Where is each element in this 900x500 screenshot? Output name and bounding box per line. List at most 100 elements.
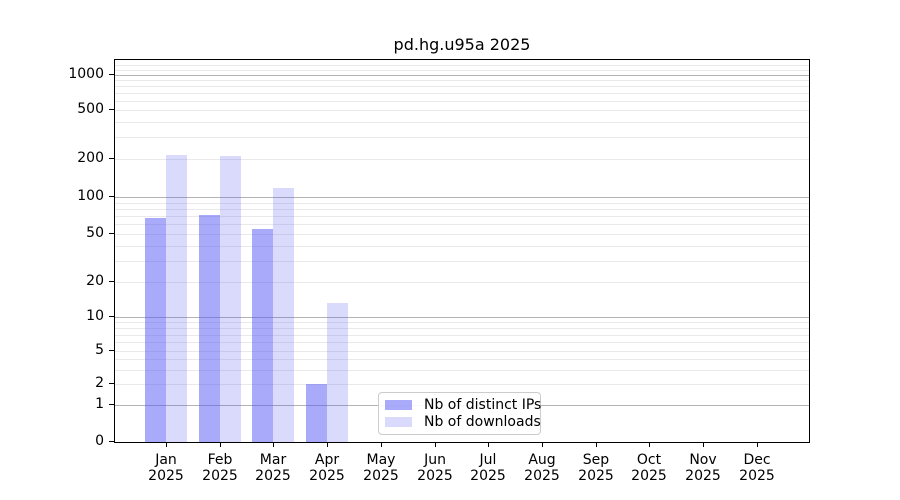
x-tick-month: Aug bbox=[528, 452, 556, 468]
x-tick-year: 2025 bbox=[631, 468, 667, 484]
x-tick-year: 2025 bbox=[739, 468, 775, 484]
y-tick-label-0: 0 bbox=[95, 433, 104, 449]
x-tick-label-sep: Sep 2025 bbox=[566, 452, 626, 484]
gridline-minor-30 bbox=[115, 261, 809, 262]
y-tick-label-500: 500 bbox=[77, 101, 104, 117]
y-tick-mark-50 bbox=[109, 233, 114, 234]
gridline-minor-6 bbox=[115, 342, 809, 343]
x-tick-mark-apr bbox=[327, 443, 328, 447]
legend: Nb of distinct IPs Nb of downloads bbox=[378, 392, 541, 435]
gridline-minor-9 bbox=[115, 322, 809, 323]
x-tick-label-jul: Jul 2025 bbox=[458, 452, 518, 484]
x-tick-mark-jul bbox=[488, 443, 489, 447]
x-tick-month: Jan bbox=[155, 452, 177, 468]
gridline-minor-900 bbox=[115, 80, 809, 81]
plot-area: Nb of distinct IPs Nb of downloads bbox=[114, 59, 810, 443]
gridline-minor-4 bbox=[115, 359, 809, 360]
y-tick-mark-10 bbox=[109, 316, 114, 317]
x-tick-month: Nov bbox=[689, 452, 717, 468]
gridline-minor-70 bbox=[115, 216, 809, 217]
gridline-minor-2 bbox=[115, 384, 809, 385]
gridline-minor-1200 bbox=[115, 65, 809, 66]
gridline-minor-200 bbox=[115, 159, 809, 160]
gridline-minor-60 bbox=[115, 224, 809, 225]
x-tick-label-oct: Oct 2025 bbox=[619, 452, 679, 484]
x-tick-label-dec: Dec 2025 bbox=[727, 452, 787, 484]
bar-downloads-mar bbox=[273, 188, 294, 442]
gridline-major-1000 bbox=[115, 75, 809, 76]
chart-title: pd.hg.u95a 2025 bbox=[393, 35, 531, 54]
x-tick-year: 2025 bbox=[685, 468, 721, 484]
x-tick-year: 2025 bbox=[524, 468, 560, 484]
x-tick-mark-mar bbox=[273, 443, 274, 447]
x-tick-mark-jun bbox=[435, 443, 436, 447]
x-tick-year: 2025 bbox=[309, 468, 345, 484]
x-tick-mark-feb bbox=[220, 443, 221, 447]
bar-ips-feb bbox=[199, 215, 220, 442]
gridline-minor-20 bbox=[115, 282, 809, 283]
y-tick-mark-200 bbox=[109, 158, 114, 159]
x-tick-year: 2025 bbox=[255, 468, 291, 484]
y-tick-mark-500 bbox=[109, 109, 114, 110]
y-tick-label-10: 10 bbox=[86, 308, 104, 324]
bar-ips-mar bbox=[252, 229, 273, 442]
x-tick-month: May bbox=[366, 452, 396, 468]
x-tick-month: Sep bbox=[582, 452, 610, 468]
x-tick-year: 2025 bbox=[148, 468, 184, 484]
legend-label-ips: Nb of distinct IPs bbox=[424, 397, 542, 414]
y-tick-mark-2 bbox=[109, 383, 114, 384]
x-tick-month: Dec bbox=[743, 452, 771, 468]
gridline-minor-600 bbox=[115, 101, 809, 102]
gridline-minor-300 bbox=[115, 137, 809, 138]
x-tick-label-jan: Jan 2025 bbox=[136, 452, 196, 484]
x-tick-label-nov: Nov 2025 bbox=[673, 452, 733, 484]
y-tick-label-100: 100 bbox=[77, 188, 104, 204]
x-tick-label-jun: Jun 2025 bbox=[405, 452, 465, 484]
bar-ips-jan bbox=[145, 218, 166, 442]
legend-swatch-ips bbox=[385, 400, 412, 411]
y-tick-label-1000: 1000 bbox=[68, 66, 104, 82]
x-tick-mark-oct bbox=[649, 443, 650, 447]
y-tick-mark-1 bbox=[109, 404, 114, 405]
bar-ips-apr bbox=[306, 384, 327, 442]
y-tick-mark-100 bbox=[109, 196, 114, 197]
x-tick-mark-nov bbox=[703, 443, 704, 447]
x-tick-year: 2025 bbox=[363, 468, 399, 484]
x-tick-month: Apr bbox=[314, 452, 340, 468]
gridline-minor-3 bbox=[115, 370, 809, 371]
gridline-minor-500 bbox=[115, 110, 809, 111]
gridline-minor-7 bbox=[115, 335, 809, 336]
bar-downloads-feb bbox=[220, 156, 241, 442]
x-tick-mark-jan bbox=[166, 443, 167, 447]
x-tick-month: Mar bbox=[259, 452, 287, 468]
gridline-minor-50 bbox=[115, 234, 809, 235]
x-tick-label-mar: Mar 2025 bbox=[243, 452, 303, 484]
gridline-minor-700 bbox=[115, 93, 809, 94]
y-tick-mark-0 bbox=[109, 441, 114, 442]
gridline-minor-1100 bbox=[115, 70, 809, 71]
y-tick-label-2: 2 bbox=[95, 375, 104, 391]
gridline-major-10 bbox=[115, 317, 809, 318]
gridline-minor-5 bbox=[115, 351, 809, 352]
x-tick-year: 2025 bbox=[202, 468, 238, 484]
y-tick-label-50: 50 bbox=[86, 225, 104, 241]
gridline-minor-80 bbox=[115, 209, 809, 210]
y-tick-label-1: 1 bbox=[95, 396, 104, 412]
y-tick-label-200: 200 bbox=[77, 150, 104, 166]
y-tick-label-20: 20 bbox=[86, 273, 104, 289]
gridline-minor-400 bbox=[115, 122, 809, 123]
x-tick-month: Jun bbox=[424, 452, 446, 468]
gridline-minor-40 bbox=[115, 246, 809, 247]
x-tick-mark-may bbox=[381, 443, 382, 447]
x-tick-month: Jul bbox=[479, 452, 497, 468]
x-tick-year: 2025 bbox=[578, 468, 614, 484]
x-tick-label-feb: Feb 2025 bbox=[190, 452, 250, 484]
y-tick-label-5: 5 bbox=[95, 342, 104, 358]
x-tick-mark-aug bbox=[542, 443, 543, 447]
x-tick-month: Feb bbox=[207, 452, 233, 468]
x-tick-mark-dec bbox=[757, 443, 758, 447]
gridline-minor-800 bbox=[115, 86, 809, 87]
y-tick-mark-20 bbox=[109, 281, 114, 282]
gridline-minor-90 bbox=[115, 203, 809, 204]
